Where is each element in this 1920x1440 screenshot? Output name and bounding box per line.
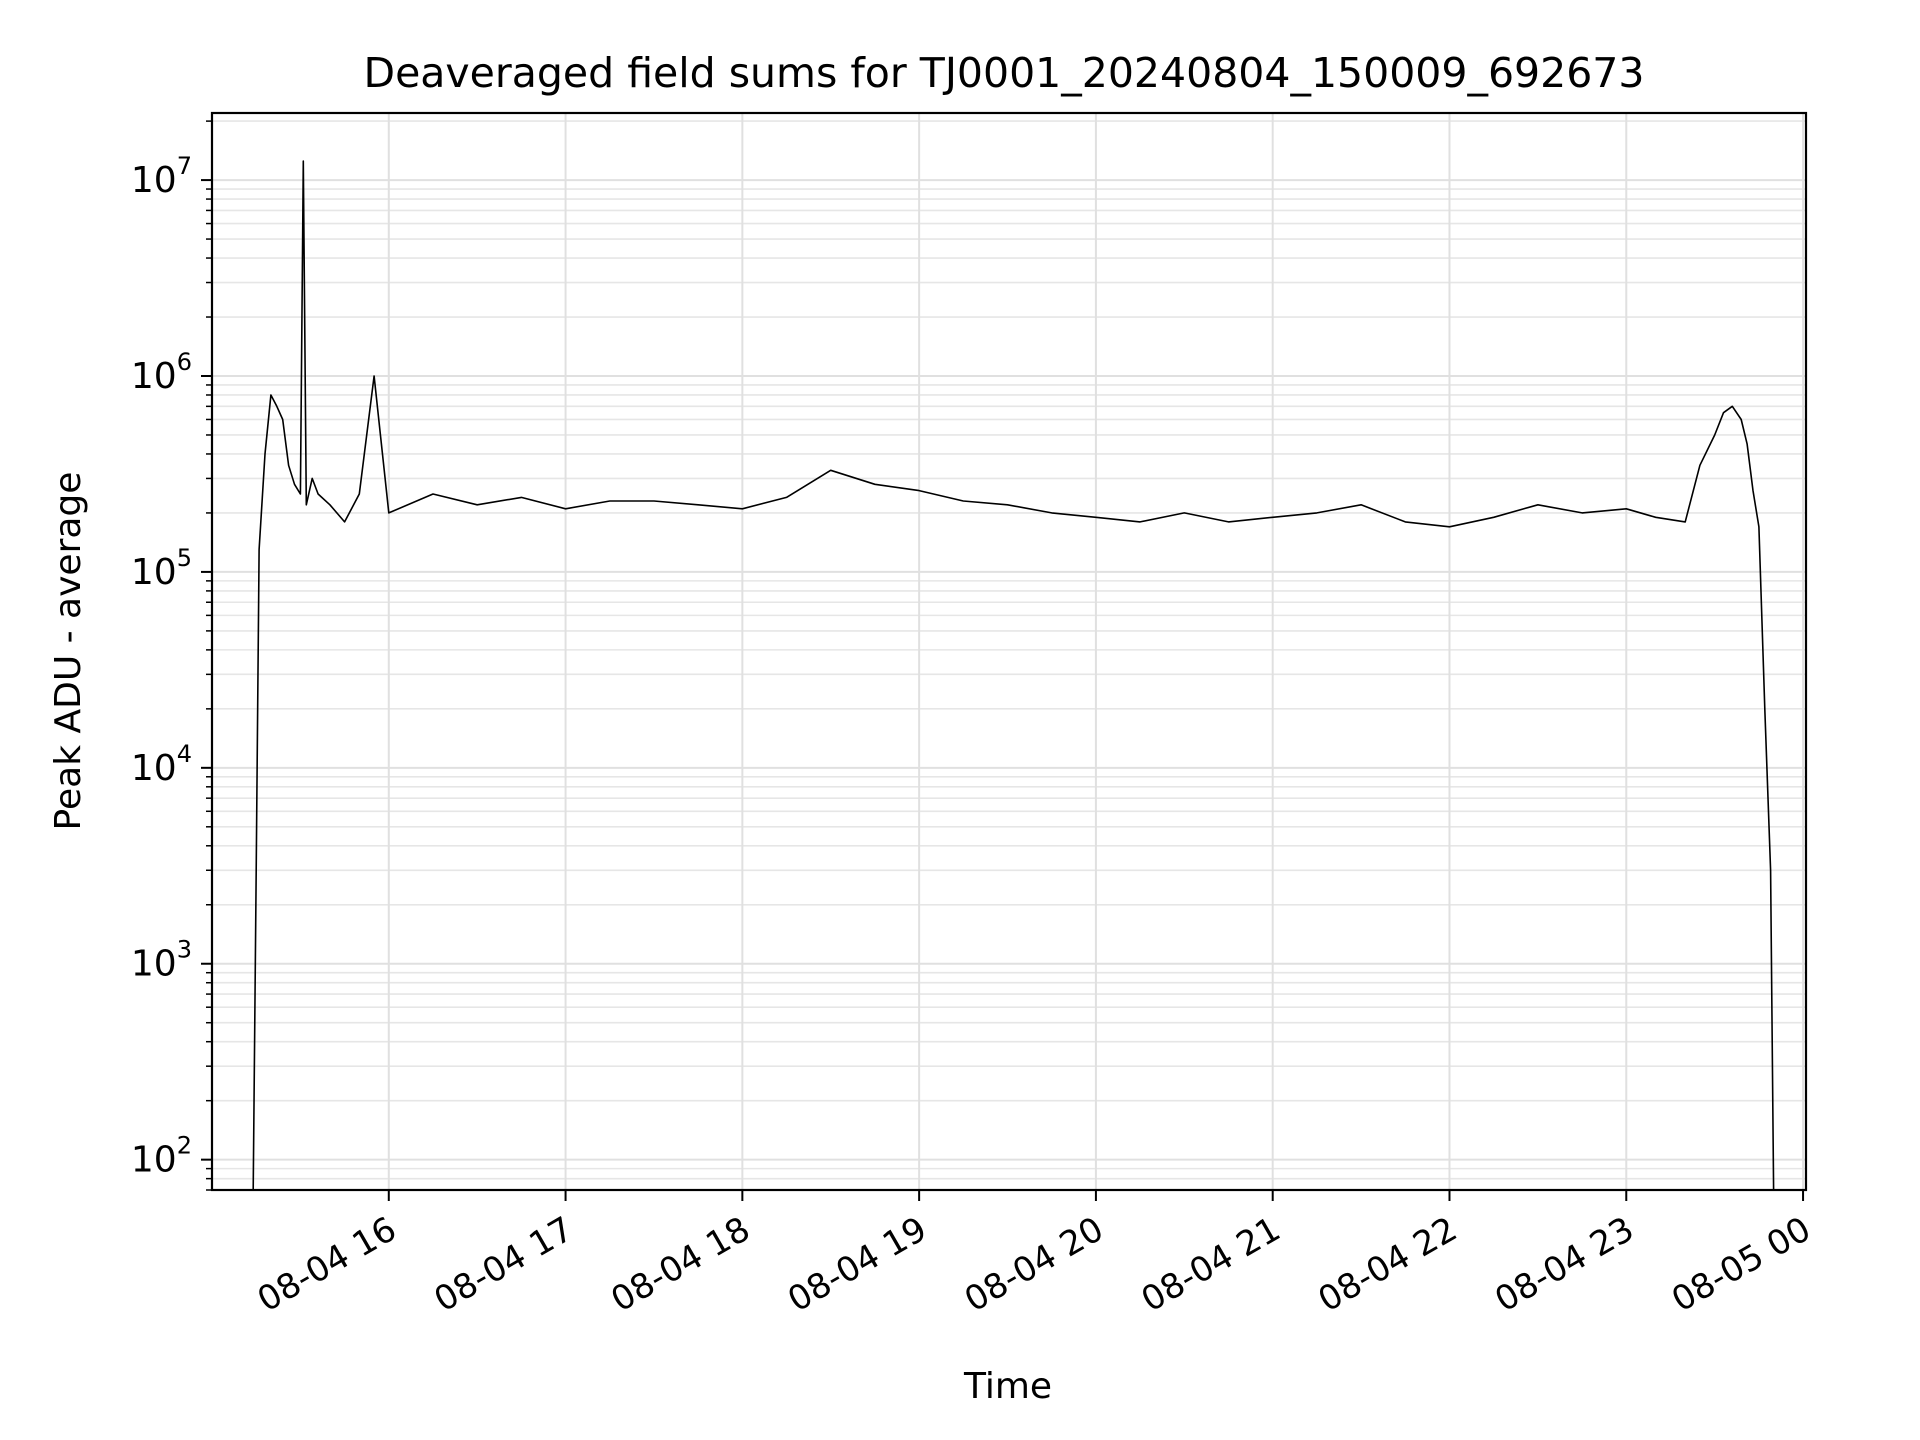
- grid-minor: [212, 120, 1806, 1191]
- x-axis-label: Time: [963, 1366, 1052, 1407]
- series-line: [252, 160, 1775, 1191]
- plot-frame: [210, 111, 1808, 1192]
- grid-major: [212, 113, 1806, 1190]
- chart-title: Deaveraged field sums for TJ0001_2024080…: [364, 49, 1645, 97]
- y-axis-label: Peak ADU - average: [48, 472, 89, 831]
